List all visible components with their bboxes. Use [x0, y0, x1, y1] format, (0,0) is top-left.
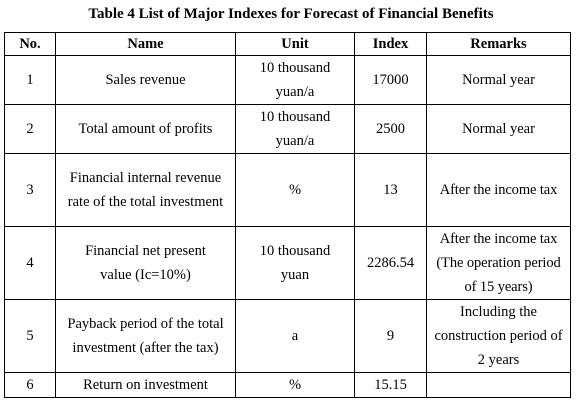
table-row: 3 Financial internal revenue rate of the…	[4, 153, 571, 227]
table-row: 6 Return on investment % 15.15	[4, 372, 571, 398]
cell-name: Financial net present value (Ic=10%)	[55, 226, 236, 300]
header-index: Index	[354, 32, 427, 56]
cell-index: 17000	[354, 55, 427, 105]
cell-index: 9	[354, 299, 427, 373]
cell-remarks: After the income tax (The operation peri…	[426, 226, 571, 300]
financial-indexes-table: No. Name Unit Index Remarks 1 Sales reve…	[4, 32, 571, 398]
cell-index: 2286.54	[354, 226, 427, 300]
cell-unit-text: 10 thousand yuan/a	[259, 60, 331, 100]
cell-no: 5	[4, 299, 56, 373]
header-unit: Unit	[235, 32, 355, 56]
cell-unit: 10 thousand yuan/a	[235, 55, 355, 105]
header-no: No.	[4, 32, 56, 56]
cell-remarks: Including the construction period of 2 y…	[426, 299, 571, 373]
header-name: Name	[55, 32, 236, 56]
cell-remarks-text: Including the construction period of 2 y…	[434, 304, 563, 368]
table-row: 2 Total amount of profits 10 thousand yu…	[4, 104, 571, 154]
cell-no: 6	[4, 372, 56, 398]
cell-name: Financial internal revenue rate of the t…	[55, 153, 236, 227]
cell-name: Sales revenue	[55, 55, 236, 105]
cell-remarks: After the income tax	[426, 153, 571, 227]
cell-remarks: Normal year	[426, 55, 571, 105]
cell-unit: %	[235, 372, 355, 398]
cell-unit: a	[235, 299, 355, 373]
cell-index: 15.15	[354, 372, 427, 398]
cell-no: 2	[4, 104, 56, 154]
cell-unit: 10 thousand yuan/a	[235, 104, 355, 154]
table-row: 4 Financial net present value (Ic=10%) 1…	[4, 226, 571, 300]
cell-name: Total amount of profits	[55, 104, 236, 154]
header-remarks: Remarks	[426, 32, 571, 56]
cell-name: Payback period of the total investment (…	[55, 299, 236, 373]
cell-remarks-text: After the income tax (The operation peri…	[436, 231, 561, 295]
cell-unit: %	[235, 153, 355, 227]
table-caption: Table 4 List of Major Indexes for Foreca…	[88, 6, 494, 22]
cell-name-text: Financial internal revenue rate of the t…	[67, 170, 224, 210]
table-row: 5 Payback period of the total investment…	[4, 299, 571, 373]
table-row: 1 Sales revenue 10 thousand yuan/a 17000…	[4, 55, 571, 105]
cell-no: 3	[4, 153, 56, 227]
cell-unit-text: 10 thousand yuan/a	[259, 109, 331, 149]
cell-name: Return on investment	[55, 372, 236, 398]
cell-remarks: Normal year	[426, 104, 571, 154]
cell-no: 4	[4, 226, 56, 300]
cell-unit: 10 thousand yuan	[235, 226, 355, 300]
cell-no: 1	[4, 55, 56, 105]
cell-name-text: Financial net present value (Ic=10%)	[85, 243, 206, 283]
cell-unit-text: 10 thousand yuan	[259, 243, 331, 283]
cell-name-text: Payback period of the total investment (…	[67, 316, 224, 356]
cell-index: 2500	[354, 104, 427, 154]
cell-index: 13	[354, 153, 427, 227]
cell-remarks	[426, 372, 571, 398]
table-header-row: No. Name Unit Index Remarks	[4, 32, 571, 56]
